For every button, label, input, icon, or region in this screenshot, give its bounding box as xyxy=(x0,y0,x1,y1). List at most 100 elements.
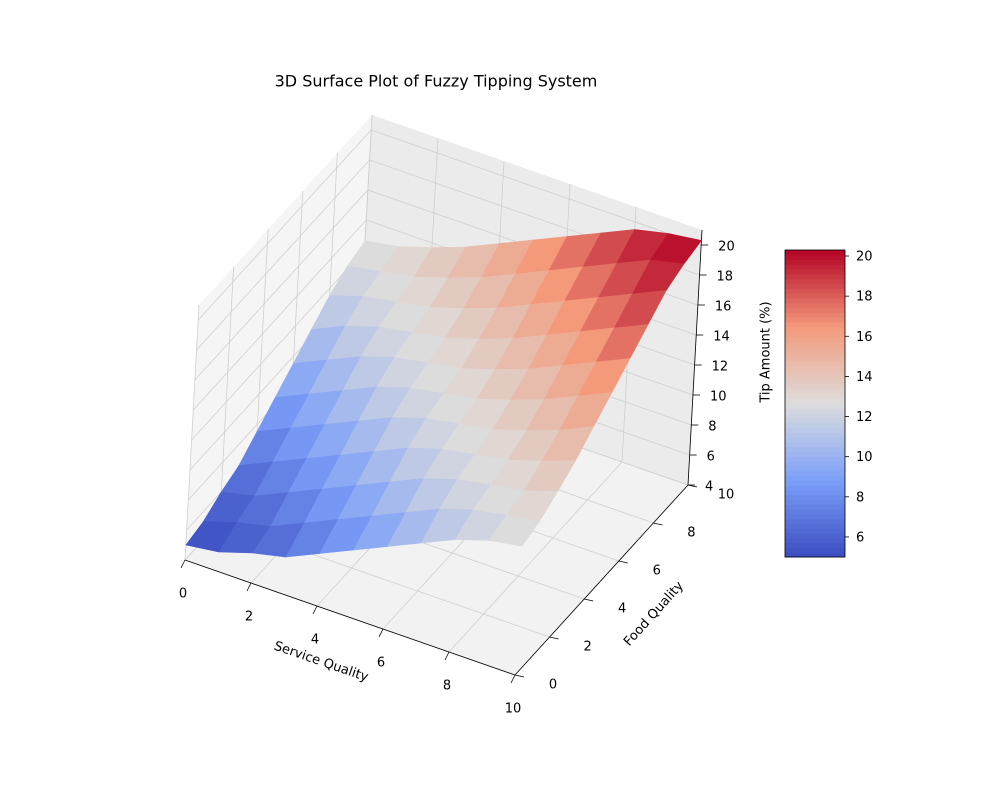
tick-mark xyxy=(378,628,384,638)
colorbar-segment xyxy=(785,288,845,294)
colorbar-segment xyxy=(785,254,845,261)
colorbar-segment xyxy=(785,269,845,275)
tick-mark xyxy=(246,582,252,592)
grid-line xyxy=(196,159,370,351)
colorbar-segment xyxy=(785,475,845,481)
tick-mark xyxy=(514,674,525,678)
y-tick-label: 0 xyxy=(549,678,557,693)
colorbar-tick-label: 12 xyxy=(856,410,873,425)
tick-mark xyxy=(312,605,318,615)
colorbar-segment xyxy=(785,413,845,419)
colorbar-segment xyxy=(785,379,845,385)
z-tick-label: 14 xyxy=(713,330,730,345)
x-tick-label: 6 xyxy=(377,656,385,671)
grid-line xyxy=(184,304,200,561)
colorbar-segment xyxy=(785,422,845,428)
grid-line xyxy=(192,219,367,411)
z-tick-label: 4 xyxy=(705,480,713,495)
axis-line xyxy=(687,229,703,486)
tick-mark xyxy=(510,674,516,684)
z-tick-label: 12 xyxy=(712,360,729,375)
tick-mark xyxy=(549,636,559,640)
grid-line xyxy=(371,129,702,246)
colorbar-tick-label: 6 xyxy=(856,530,864,545)
colorbar-segment xyxy=(785,518,845,524)
axis-line xyxy=(514,484,689,676)
x-tick-label: 0 xyxy=(179,587,187,602)
colorbar-segment xyxy=(785,427,845,433)
colorbar-segment xyxy=(785,441,845,448)
colorbar-segment xyxy=(785,312,845,318)
grid-line xyxy=(194,189,369,381)
colorbar-segment xyxy=(785,408,845,414)
tick-mark xyxy=(618,560,628,564)
colorbar-segment xyxy=(785,273,845,280)
y-tick-label: 2 xyxy=(583,640,591,655)
y-tick-label: 8 xyxy=(687,526,695,541)
x-tick-label: 8 xyxy=(443,679,451,694)
chart-title: 3D Surface Plot of Fuzzy Tipping System xyxy=(275,72,598,91)
colorbar-segment xyxy=(785,321,845,328)
colorbar-segment xyxy=(785,302,845,309)
colorbar-segment xyxy=(785,417,845,424)
tick-mark xyxy=(444,651,450,661)
z-axis-label: Tip Amount (%) xyxy=(759,301,774,403)
y-tick-label: 4 xyxy=(618,602,626,617)
colorbar-segment xyxy=(785,494,845,500)
colorbar-segment xyxy=(785,547,845,553)
colorbar-segment xyxy=(785,533,845,539)
x-tick-label: 10 xyxy=(505,702,522,717)
colorbar-segment xyxy=(785,297,845,304)
colorbar-frame xyxy=(784,249,846,558)
colorbar-segment xyxy=(785,451,845,457)
colorbar-tick-label: 18 xyxy=(856,290,873,305)
colorbar-segment xyxy=(785,293,845,299)
z-tick-label: 8 xyxy=(708,420,716,435)
colorbar-segment xyxy=(785,317,845,323)
colorbar-segment xyxy=(785,446,845,452)
colorbar-segment xyxy=(785,259,845,265)
y-tick-label: 10 xyxy=(718,488,735,503)
colorbar-segment xyxy=(785,513,845,520)
tick-mark xyxy=(653,522,663,526)
colorbar-segment xyxy=(785,278,845,285)
colorbar-segment xyxy=(785,331,845,337)
tick-mark xyxy=(180,559,186,569)
grid-line xyxy=(191,249,365,441)
z-tick-label: 10 xyxy=(710,390,727,405)
colorbar-segment xyxy=(785,250,845,256)
colorbar-segment xyxy=(785,456,845,462)
colorbar-segment xyxy=(785,499,845,505)
colorbar-segment xyxy=(785,470,845,476)
colorbar-segment xyxy=(785,336,845,342)
x-tick-label: 2 xyxy=(245,610,253,625)
colorbar-segment xyxy=(785,432,845,438)
grid-line xyxy=(219,266,234,523)
z-tick-label: 20 xyxy=(718,240,735,255)
colorbar-segment xyxy=(785,465,845,472)
colorbar-segment xyxy=(785,355,845,361)
colorbar-segment xyxy=(785,369,845,376)
colorbar-segment xyxy=(785,480,845,486)
colorbar-tick-label: 20 xyxy=(856,250,873,265)
colorbar-segment xyxy=(785,523,845,529)
colorbar-segment xyxy=(785,398,845,404)
colorbar-segment xyxy=(785,283,845,289)
colorbar-segment xyxy=(785,509,845,515)
colorbar-segment xyxy=(785,350,845,357)
grid-line xyxy=(197,129,372,321)
colorbar-segment xyxy=(785,485,845,491)
colorbar-segment xyxy=(785,552,845,558)
colorbar-tick-label: 8 xyxy=(856,490,864,505)
surface-patch xyxy=(488,515,541,547)
colorbar-segment xyxy=(785,542,845,548)
colorbar-segment xyxy=(785,374,845,381)
colorbar-segment xyxy=(785,341,845,347)
colorbar-segment xyxy=(785,504,845,510)
colorbar-segment xyxy=(785,264,845,270)
colorbar-segment xyxy=(785,528,845,534)
colorbar-segment xyxy=(785,384,845,390)
colorbar-segment xyxy=(785,489,845,496)
